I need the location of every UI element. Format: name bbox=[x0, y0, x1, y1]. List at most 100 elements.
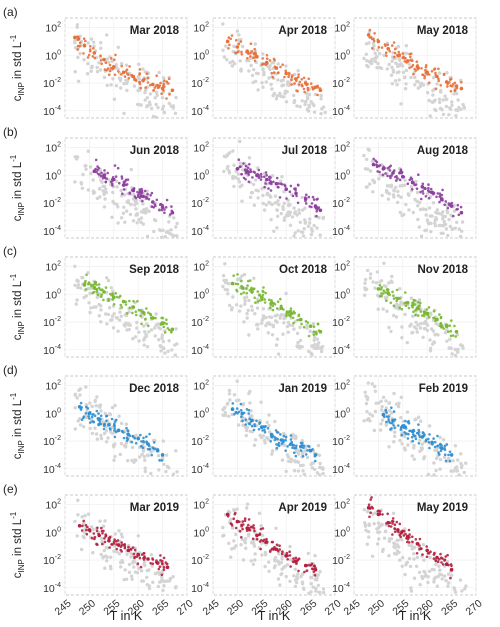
data-point bbox=[89, 45, 92, 48]
data-point bbox=[436, 560, 440, 563]
background-point bbox=[398, 438, 402, 443]
background-point bbox=[249, 409, 253, 413]
y-axis-label: cINP in std L-1 bbox=[9, 154, 26, 221]
background-point bbox=[90, 431, 95, 436]
data-point bbox=[394, 175, 397, 179]
background-point bbox=[367, 535, 371, 539]
background-point bbox=[86, 188, 91, 192]
data-point bbox=[370, 496, 373, 499]
y-tick-label: 10-2 bbox=[191, 77, 209, 90]
background-point bbox=[300, 99, 304, 103]
background-point bbox=[394, 315, 399, 319]
data-point bbox=[393, 47, 397, 51]
background-point bbox=[433, 575, 438, 579]
data-point bbox=[440, 323, 443, 327]
data-point bbox=[297, 75, 300, 79]
data-point bbox=[124, 300, 127, 304]
background-point bbox=[241, 168, 245, 172]
background-point bbox=[318, 570, 322, 574]
data-point bbox=[400, 433, 404, 437]
data-point bbox=[277, 182, 280, 185]
background-point bbox=[159, 345, 163, 349]
data-point bbox=[257, 174, 261, 177]
background-point bbox=[456, 98, 460, 102]
background-point bbox=[419, 82, 423, 86]
background-point bbox=[73, 283, 77, 287]
data-point bbox=[102, 427, 106, 431]
background-point bbox=[287, 323, 292, 327]
data-point bbox=[391, 517, 395, 520]
data-point bbox=[246, 56, 249, 60]
data-point bbox=[439, 316, 443, 320]
data-point bbox=[249, 55, 252, 58]
background-point bbox=[162, 584, 166, 588]
background-point bbox=[395, 200, 400, 205]
data-point bbox=[269, 440, 273, 443]
background-point bbox=[300, 195, 304, 200]
background-point bbox=[232, 44, 236, 49]
background-point bbox=[296, 572, 300, 576]
data-point bbox=[244, 171, 248, 175]
background-point bbox=[75, 25, 79, 29]
background-point bbox=[431, 93, 435, 97]
background-point bbox=[261, 85, 265, 89]
background-point bbox=[122, 193, 127, 197]
background-point bbox=[415, 330, 419, 334]
data-point bbox=[292, 557, 295, 560]
data-point bbox=[437, 451, 440, 454]
data-point bbox=[443, 444, 447, 448]
background-point bbox=[93, 426, 97, 430]
background-point bbox=[275, 208, 279, 212]
data-point bbox=[257, 168, 261, 172]
data-point bbox=[123, 543, 127, 546]
background-point bbox=[365, 287, 369, 291]
data-point bbox=[420, 67, 423, 70]
data-point bbox=[92, 47, 95, 50]
background-point bbox=[390, 59, 394, 63]
background-point bbox=[300, 580, 305, 584]
background-point bbox=[247, 333, 251, 337]
background-point bbox=[437, 211, 441, 216]
data-point bbox=[117, 296, 121, 299]
background-point bbox=[366, 530, 371, 534]
data-point bbox=[139, 86, 143, 90]
background-point bbox=[99, 308, 103, 312]
background-point bbox=[366, 381, 370, 385]
background-point bbox=[135, 201, 139, 205]
background-point bbox=[447, 346, 451, 350]
data-point bbox=[404, 301, 408, 304]
data-point bbox=[443, 453, 447, 457]
data-point bbox=[289, 309, 293, 313]
background-point bbox=[414, 320, 418, 324]
data-point bbox=[291, 446, 294, 450]
background-point bbox=[104, 429, 109, 433]
data-point bbox=[288, 73, 291, 76]
background-point bbox=[164, 469, 168, 474]
data-point bbox=[400, 531, 403, 535]
background-point bbox=[448, 224, 452, 229]
data-point bbox=[415, 60, 419, 63]
data-point bbox=[312, 570, 316, 574]
data-point bbox=[108, 537, 111, 540]
background-point bbox=[86, 271, 90, 275]
background-point bbox=[140, 452, 144, 457]
background-point bbox=[118, 452, 123, 457]
background-point bbox=[161, 339, 165, 344]
data-point bbox=[93, 537, 96, 541]
data-point bbox=[417, 423, 420, 426]
data-point bbox=[139, 309, 143, 312]
background-point bbox=[405, 410, 410, 414]
background-point bbox=[90, 525, 94, 529]
data-point bbox=[303, 570, 306, 574]
panel-title: Apr 2019 bbox=[278, 502, 327, 514]
data-point bbox=[106, 171, 109, 175]
background-point bbox=[321, 216, 325, 221]
data-point bbox=[260, 297, 263, 300]
background-point bbox=[303, 220, 308, 224]
data-point bbox=[279, 438, 284, 442]
background-point bbox=[99, 409, 103, 413]
background-point bbox=[459, 465, 464, 470]
background-point bbox=[145, 575, 149, 580]
background-point bbox=[260, 321, 264, 325]
